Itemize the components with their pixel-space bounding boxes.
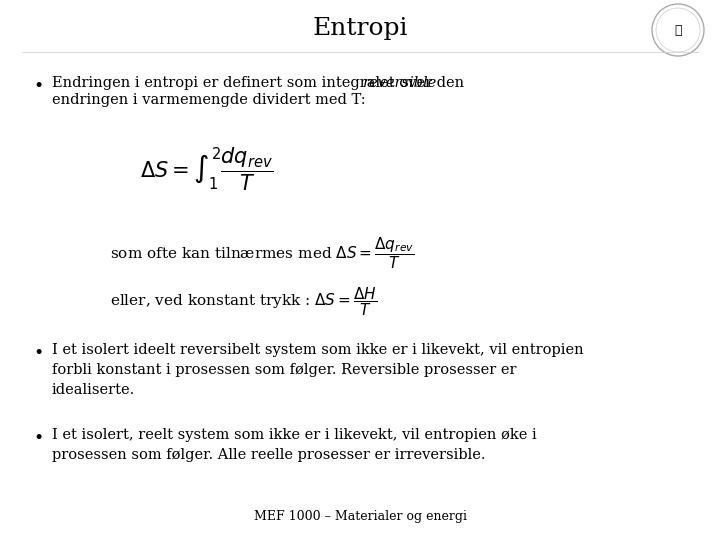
Text: •: • bbox=[33, 78, 43, 95]
Text: I et isolert ideelt reversibelt system som ikke er i likevekt, vil entropien
for: I et isolert ideelt reversibelt system s… bbox=[52, 343, 584, 397]
Text: I et isolert, reelt system som ikke er i likevekt, vil entropien øke i
prosessen: I et isolert, reelt system som ikke er i… bbox=[52, 428, 536, 462]
Text: eller, ved konstant trykk : $\Delta S = \dfrac{\Delta H}{T}$: eller, ved konstant trykk : $\Delta S = … bbox=[110, 285, 377, 318]
Text: $\Delta S = \int_{1}^{2} \dfrac{dq_{rev}}{T}$: $\Delta S = \int_{1}^{2} \dfrac{dq_{rev}… bbox=[140, 145, 274, 193]
Text: Endringen i entropi er definert som integralet over den: Endringen i entropi er definert som inte… bbox=[52, 76, 469, 90]
Text: Entropi: Entropi bbox=[312, 17, 408, 39]
Text: •: • bbox=[33, 430, 43, 447]
Text: •: • bbox=[33, 345, 43, 362]
Text: MEF 1000 – Materialer og energi: MEF 1000 – Materialer og energi bbox=[253, 510, 467, 523]
Text: 🏛: 🏛 bbox=[674, 24, 682, 37]
Text: endringen i varmemengde dividert med T:: endringen i varmemengde dividert med T: bbox=[52, 93, 366, 107]
Text: reversible: reversible bbox=[363, 76, 437, 90]
Text: som ofte kan tilnærmes med $\Delta S = \dfrac{\Delta q_{rev}}{T}$: som ofte kan tilnærmes med $\Delta S = \… bbox=[110, 235, 415, 271]
